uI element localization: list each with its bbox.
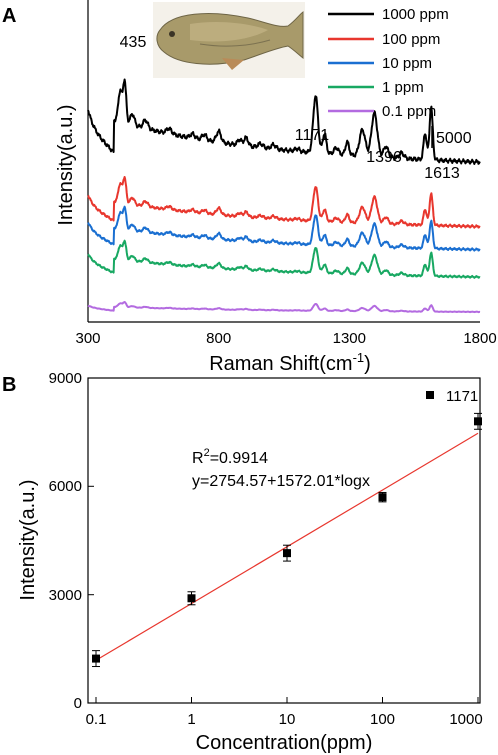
panel-a-x-axis-title-text: Raman Shift(cm <box>209 353 352 375</box>
legend-entry: 1 ppm <box>328 79 424 96</box>
fit-equation-annotation: y=2754.57+1572.01*logx <box>192 473 370 490</box>
spectrum-series-1000ppm <box>87 78 481 165</box>
r-squared-sup: 2 <box>204 447 210 459</box>
data-point <box>378 491 387 503</box>
panel-b-x-ticks: 0.1 1 10 100 1000 <box>86 697 483 728</box>
panel-b: B 0 3000 6000 9000 0.1 1 10 100 1000 <box>2 370 483 754</box>
scatter-points-group <box>92 412 482 668</box>
r-squared-prefix: R <box>192 450 204 467</box>
intensity-scale-bar: 5000 <box>431 126 472 148</box>
fish-lateral-line <box>199 39 271 47</box>
panel-a-x-tick-label: 1300 <box>333 330 366 347</box>
panel-a-x-axis-title-sup: -1 <box>353 350 365 365</box>
peak-label-1396: 1396 <box>366 149 402 166</box>
data-point-marker <box>474 417 482 426</box>
data-point-marker <box>378 493 387 502</box>
panel-a-y-axis-title: Intensity(a.u.) <box>55 104 77 225</box>
peak-label-1613: 1613 <box>424 165 460 182</box>
panel-a-x-axis-title-end: ) <box>364 353 371 375</box>
panel-a-x-ticks: 300 800 1300 1800 <box>75 330 496 347</box>
legend-marker-square <box>426 391 434 399</box>
fish-eye <box>169 31 175 37</box>
panel-b-plot-frame <box>87 377 481 704</box>
panel-label-b: B <box>2 374 16 396</box>
fish-scales-highlight <box>190 22 268 42</box>
scale-bar-label: 5000 <box>436 130 472 147</box>
legend-label: 1171 <box>446 388 478 405</box>
data-point <box>92 650 100 668</box>
data-point-marker <box>283 549 291 558</box>
panel-b-y-tick-label: 0 <box>74 695 82 712</box>
panel-a-x-tick-label: 1800 <box>463 330 496 347</box>
panel-b-x-tick-label: 1 <box>187 711 195 728</box>
panel-b-y-tick-label: 3000 <box>49 587 82 604</box>
peak-label-435: 435 <box>120 34 147 51</box>
panel-a: A 300 800 1300 1800 Raman Shift(cm-1) In… <box>2 0 497 375</box>
spectrum-series-1ppm <box>87 239 481 279</box>
data-point-marker <box>92 654 100 663</box>
legend-entry: 100 ppm <box>328 31 440 48</box>
panel-b-x-axis-title: Concentration(ppm) <box>196 732 373 754</box>
spectrum-series-10ppm <box>87 205 481 252</box>
data-point <box>283 544 291 562</box>
fish-fin <box>222 58 244 70</box>
panel-b-y-ticks: 0 3000 6000 9000 <box>49 370 94 712</box>
legend-label: 1 ppm <box>382 79 424 96</box>
r-squared-value: =0.9914 <box>210 450 268 467</box>
legend-label: 1000 ppm <box>382 6 449 23</box>
panel-b-x-tick-label: 0.1 <box>86 711 107 728</box>
legend-entry: 10 ppm <box>328 55 432 72</box>
legend-entry: 0.1 ppm <box>328 103 436 120</box>
panel-a-x-axis-title: Raman Shift(cm-1) <box>209 350 371 375</box>
fish-inset-image <box>153 2 305 78</box>
spectrum-series-100ppm <box>87 176 481 229</box>
panel-b-y-tick-label: 9000 <box>49 370 82 387</box>
peak-label-1171: 1171 <box>295 127 330 144</box>
spectra-series-group <box>87 78 481 314</box>
panel-a-x-tick-label: 800 <box>206 330 231 347</box>
legend-label: 100 ppm <box>382 31 440 48</box>
panel-b-y-axis-title: Intensity(a.u.) <box>17 479 39 600</box>
panel-label-a: A <box>2 5 16 27</box>
panel-b-y-tick-label: 6000 <box>49 478 82 495</box>
panel-b-x-tick-label: 100 <box>370 711 395 728</box>
legend-label: 10 ppm <box>382 55 432 72</box>
panel-a-x-tick-label: 300 <box>75 330 100 347</box>
data-point-marker <box>187 594 196 603</box>
data-point <box>474 412 482 430</box>
panel-b-x-tick-label: 10 <box>279 711 296 728</box>
r-squared-annotation: R2=0.9914 <box>192 447 268 467</box>
spectrum-series-0.1ppm <box>87 301 481 314</box>
panel-b-x-tick-label: 1000 <box>449 711 482 728</box>
data-point <box>187 591 196 606</box>
panel-b-legend: 1171 <box>426 388 478 405</box>
panel-a-legend: 1000 ppm 100 ppm 10 ppm 1 ppm 0.1 ppm <box>328 6 449 120</box>
legend-entry: 1000 ppm <box>328 6 449 23</box>
legend-label: 0.1 ppm <box>382 103 436 120</box>
